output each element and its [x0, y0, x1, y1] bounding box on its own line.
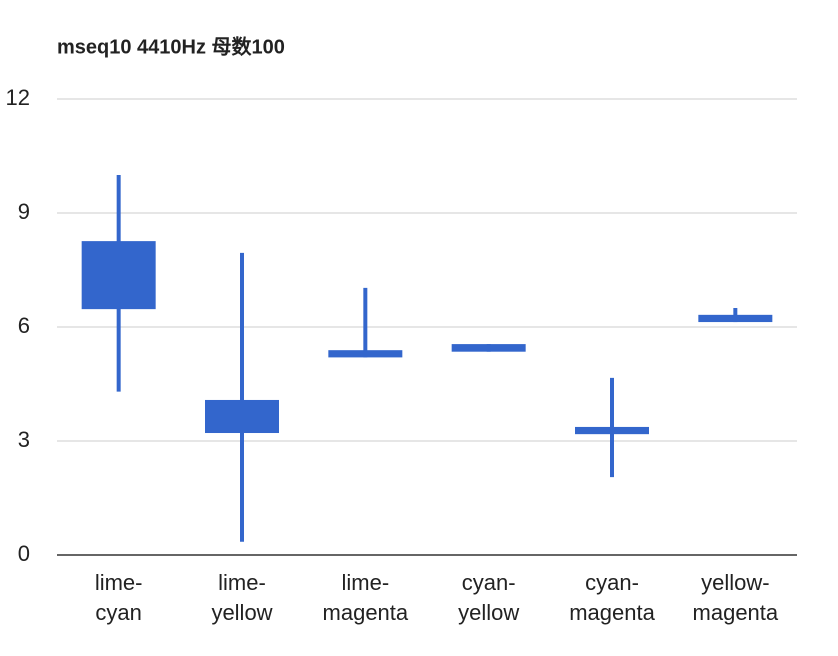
y-tick-label: 12: [6, 85, 30, 110]
x-tick-label: lime-magenta: [322, 570, 409, 625]
y-tick-label: 3: [18, 427, 30, 452]
x-tick-label: lime-cyan: [94, 570, 143, 625]
x-tick-label: lime-yellow: [211, 570, 273, 625]
candle-body: [575, 426, 649, 435]
y-tick-label: 9: [18, 199, 30, 224]
x-tick-label: cyan-yellow: [458, 570, 520, 625]
y-tick-label: 6: [18, 313, 30, 338]
candle-body: [81, 241, 156, 310]
x-tick-label: cyan-magenta: [569, 570, 655, 625]
candle-body: [328, 350, 403, 358]
candle-body: [205, 399, 279, 434]
y-tick-label: 0: [18, 541, 30, 566]
x-tick-label: yellow-magenta: [692, 570, 779, 625]
candle-body: [451, 344, 526, 352]
chart-title: mseq10 4410Hz 母数100: [57, 34, 285, 58]
candle-body: [698, 314, 773, 323]
